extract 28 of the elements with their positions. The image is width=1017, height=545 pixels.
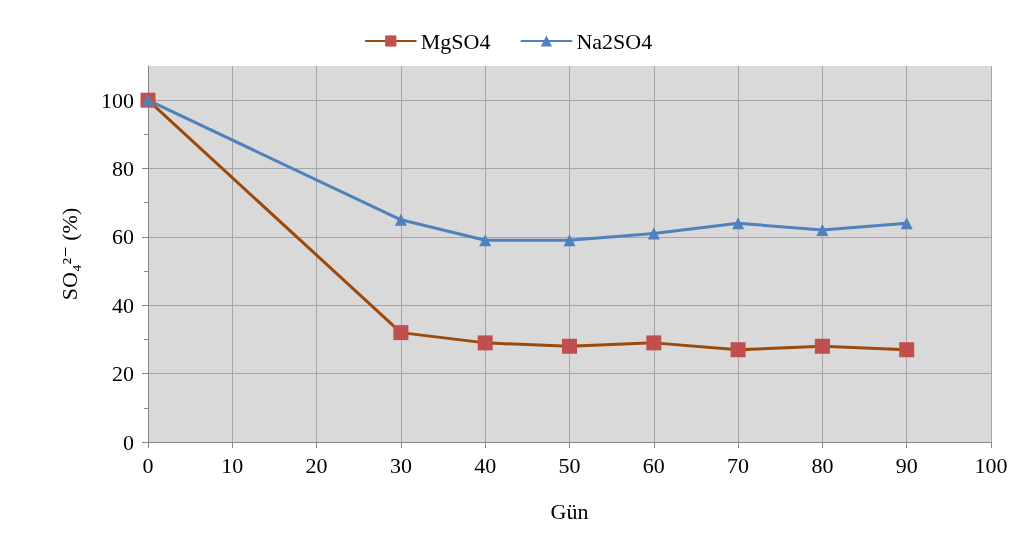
legend-label: Na2SO4 bbox=[576, 28, 653, 54]
x-tick-label: 70 bbox=[727, 452, 750, 478]
x-tick-label: 0 bbox=[142, 452, 154, 478]
y-tick-label: 40 bbox=[112, 292, 134, 318]
x-tick-label: 80 bbox=[811, 452, 834, 478]
x-tick-label: 60 bbox=[642, 452, 665, 478]
y-tick-label: 80 bbox=[112, 156, 134, 182]
point bbox=[479, 234, 492, 247]
x-tick-label: 10 bbox=[221, 452, 244, 478]
point bbox=[647, 227, 660, 240]
x-axis-title: Gün bbox=[550, 498, 589, 524]
point bbox=[563, 234, 576, 247]
y-tick-label: 20 bbox=[112, 361, 134, 387]
point bbox=[816, 224, 829, 237]
x-tick-label: 30 bbox=[389, 452, 412, 478]
x-tick-label: 50 bbox=[558, 452, 581, 478]
x-tick-label: 40 bbox=[474, 452, 497, 478]
point bbox=[900, 217, 913, 230]
y-tick-label: 0 bbox=[123, 429, 134, 455]
point bbox=[394, 213, 407, 226]
point bbox=[732, 217, 745, 230]
legend-label: MgSO4 bbox=[420, 28, 491, 54]
x-tick-label: 100 bbox=[974, 452, 1008, 478]
x-tick-label: 20 bbox=[305, 452, 328, 478]
y-tick-label: 100 bbox=[101, 87, 134, 113]
x-tick-label: 90 bbox=[895, 452, 918, 478]
y-tick-label: 60 bbox=[112, 224, 134, 250]
y-axis-title: SO₄²⁻ (%) bbox=[56, 207, 82, 301]
